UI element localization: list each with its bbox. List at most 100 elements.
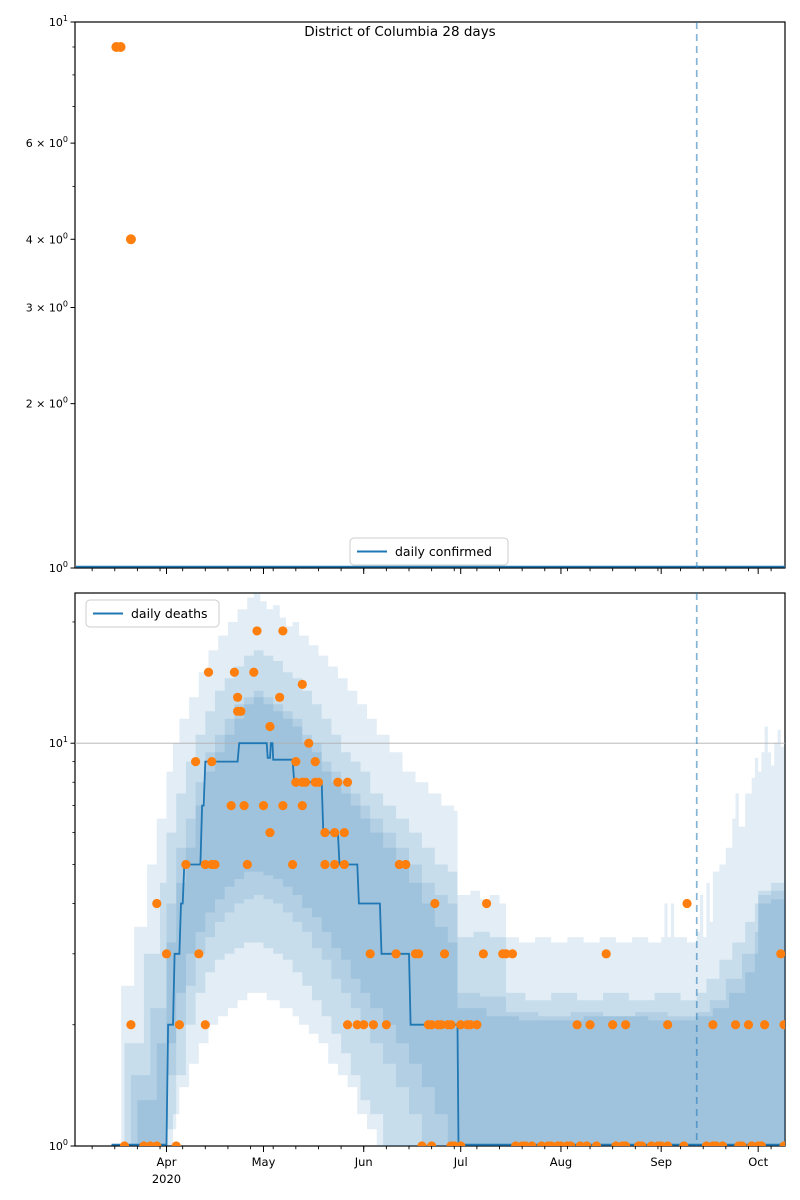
quantile-band-4 [137,697,785,1146]
confidence-bands [121,593,785,1146]
data-point [330,827,340,838]
data-point [258,801,269,811]
data-point [365,949,375,959]
data-point [236,706,246,716]
data-point [591,1141,602,1146]
daily-deaths-path [111,742,785,1146]
data-point [239,801,249,811]
data-point [115,41,126,52]
data-point [233,692,243,702]
data-point [320,827,330,838]
daily-deaths-line [111,742,785,1146]
data-point [320,859,330,870]
data-point [682,898,692,909]
data-point [342,777,353,787]
bottom-scatter-points [119,626,785,1146]
data-point [291,777,301,787]
y-tick-label: 101 [49,14,68,29]
legend-daily-confirmed: daily confirmed [349,537,509,566]
data-point [481,898,492,909]
top-plot-frame [74,21,786,569]
data-point [439,949,450,959]
quantile-band-1 [121,593,785,1146]
data-point [265,721,275,732]
data-point [601,949,611,959]
data-point [242,859,252,870]
legend-label: daily deaths [131,606,208,621]
legend-label: daily confirmed [395,544,492,559]
chart-title: District of Columbia 28 days [304,24,495,40]
y-tick-label: 100 [49,1138,68,1153]
data-point [582,1141,592,1146]
data-point [181,859,191,870]
data-point [427,1141,437,1146]
y-tick-label: 101 [49,735,68,750]
data-point [779,1141,785,1146]
x-tick-label: Oct [748,1155,768,1169]
data-point [760,1020,770,1030]
x-tick-label: Jun [354,1155,373,1169]
legend-box [85,599,220,628]
data-point [621,1020,631,1030]
data-point [339,859,349,870]
data-point [585,1020,595,1030]
data-point [278,801,288,811]
data-point [743,1020,754,1030]
data-point [210,859,220,870]
data-point [207,757,217,767]
data-point [203,667,214,677]
data-point [352,1020,362,1030]
data-point [401,859,411,870]
data-point [472,1020,482,1030]
data-point [304,738,314,748]
data-point [730,1020,741,1030]
legend-daily-deaths: daily deaths [85,599,220,628]
data-point [507,949,518,959]
data-point [391,949,401,959]
legend-box [349,537,509,566]
data-point [313,777,324,787]
x-tick-label: Aug [550,1155,572,1169]
y-tick-label: 2 × 100 [26,396,68,411]
data-point [190,757,201,767]
data-point [161,949,172,959]
data-point [776,949,785,959]
data-point [310,757,320,767]
data-point [663,1141,673,1146]
data-point [359,1020,369,1030]
data-point [297,801,307,811]
data-point [637,1141,647,1146]
data-point [126,1020,136,1030]
data-point [252,626,262,636]
data-point [152,1141,162,1146]
data-point [430,898,440,909]
data-point [501,949,511,959]
data-point [342,1020,353,1030]
data-point [152,898,162,909]
x-tick-label: Apr [157,1155,177,1169]
quantile-band-3 [130,690,785,1146]
y-tick-label: 6 × 100 [26,135,68,150]
data-point [200,859,210,870]
data-point [291,757,301,767]
x-tick-label: Jul [453,1155,468,1169]
data-point [427,1020,437,1030]
data-point [119,1141,130,1146]
data-point [478,949,488,959]
data-point [368,1020,379,1030]
axes-ticks-and-labels: Apr 2020 May Jun Jul Aug Sep Oct 101 6 × 100 4 × 1… [26,14,772,1186]
data-point [194,949,204,959]
data-point [226,801,236,811]
x-tick-label: Sep [650,1155,672,1169]
data-point [300,777,311,787]
x-year-label: 2020 [152,1172,181,1186]
data-point [414,949,424,959]
data-point [621,1141,631,1146]
data-point [779,1020,785,1030]
data-point [275,692,285,702]
y-tick-label: 100 [49,560,68,575]
y-tick-label: 4 × 100 [26,231,68,246]
data-point [465,1020,476,1030]
data-point [679,1141,689,1146]
